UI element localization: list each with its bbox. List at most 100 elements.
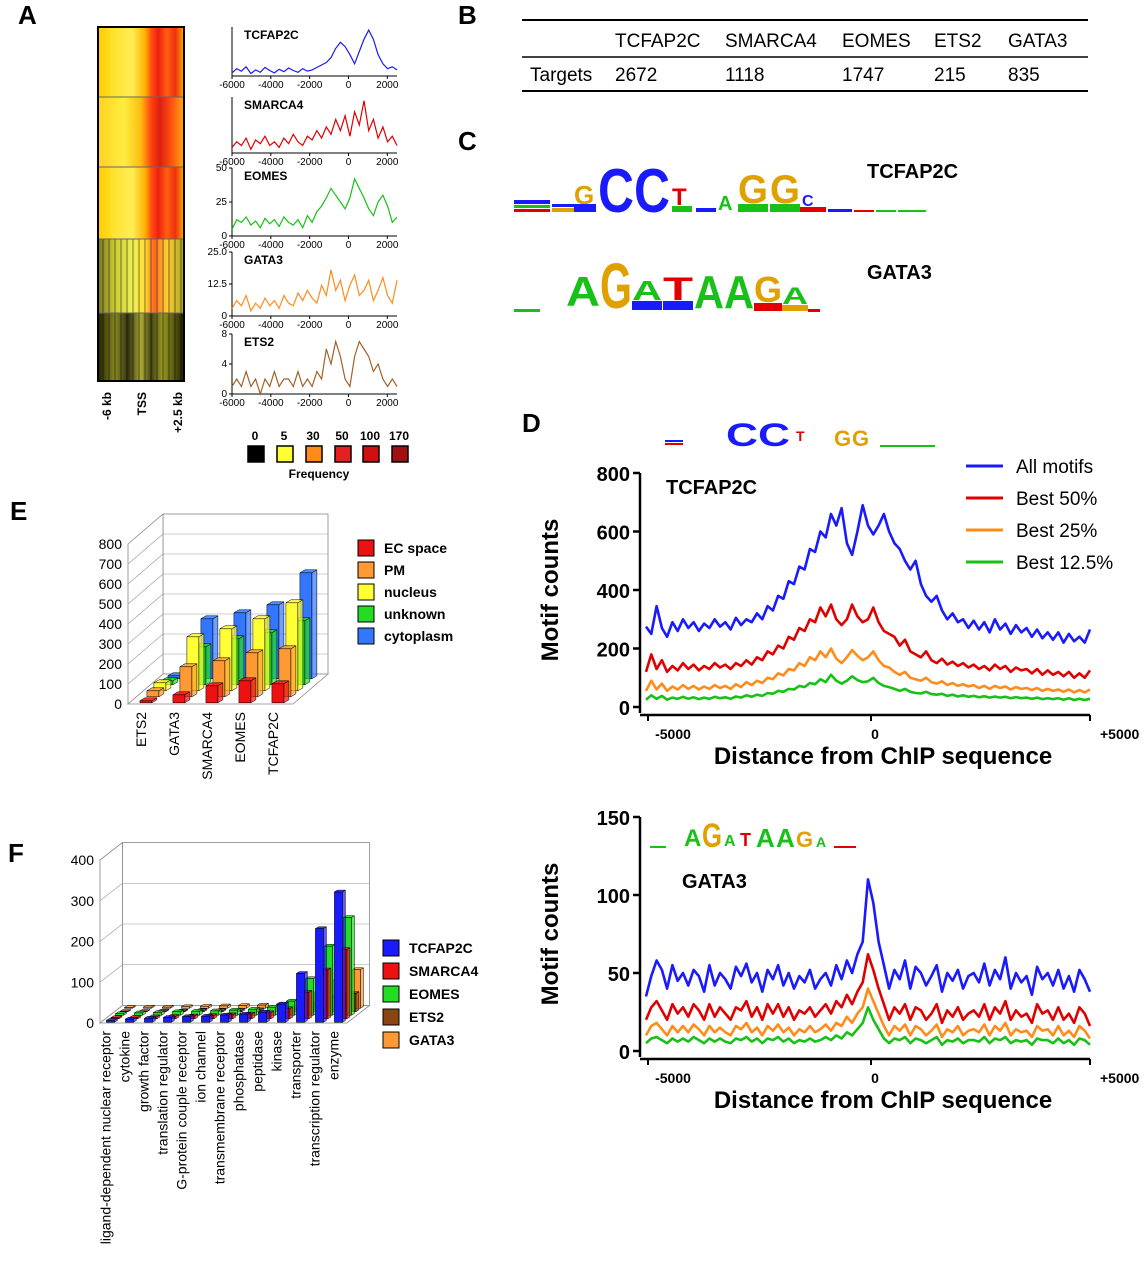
frequency-legend-swatch — [391, 445, 409, 463]
category-label: cytokine — [116, 1031, 132, 1083]
bar-front — [258, 1011, 267, 1023]
bar-top — [276, 1001, 290, 1005]
legend-swatch — [382, 1008, 400, 1026]
category-label: translation regulator — [154, 1031, 170, 1155]
bar-top — [204, 682, 224, 687]
motif-pos — [808, 309, 820, 312]
bar-side — [264, 615, 271, 692]
gridline — [127, 653, 164, 685]
category-label: peptidase — [249, 1031, 265, 1092]
d-legend-label: Best 25% — [1016, 521, 1097, 542]
d-y-tick-label: 600 — [597, 523, 630, 545]
profile-x-tick-label: -2000 — [297, 240, 323, 251]
bar-top — [237, 677, 257, 682]
d-series-line — [645, 1006, 1091, 1047]
bar-side — [191, 663, 198, 698]
profile-x-tick-label: -6000 — [219, 320, 245, 331]
motif-pos — [782, 305, 808, 311]
profile-line-ets2 — [231, 339, 398, 397]
motif-logos: G C C T A G G C TCFAP2C A G A T — [514, 157, 958, 322]
profile-x-tick-label: -4000 — [258, 320, 284, 331]
motif-label-tcfap2c: TCFAP2C — [867, 161, 958, 183]
bar-front — [271, 683, 285, 704]
bar-front — [238, 1005, 247, 1009]
heatmap: -6 kb TSS +2.5 kb — [97, 26, 185, 433]
motif-pos — [876, 210, 896, 212]
d-y-tick-label: 400 — [597, 581, 630, 603]
category-label: SMARCA4 — [199, 712, 215, 780]
profile-x-tick-label: 0 — [346, 157, 352, 168]
bar-top — [228, 1007, 242, 1011]
category-label: transmembrane receptor — [211, 1031, 227, 1185]
motif-pos — [898, 210, 926, 212]
y-tick-label: 400 — [99, 616, 123, 632]
d-x-tick-label: 0 — [871, 726, 879, 742]
d-x-tick-label: -5000 — [655, 726, 691, 742]
bar-top — [277, 645, 297, 650]
frequency-legend: 0 5 30 50 100 170 — [247, 429, 409, 463]
bar-top — [238, 1012, 252, 1015]
bar-side — [198, 633, 205, 692]
motif-letter: A — [632, 275, 662, 306]
d-chart-title: TCFAP2C — [666, 477, 757, 499]
d-y-tick-label: 0 — [619, 1042, 630, 1064]
bar-top — [211, 657, 231, 662]
motif-letter: C — [598, 157, 634, 226]
gridline — [99, 923, 123, 942]
motif-pos — [738, 204, 768, 212]
bar-front — [146, 690, 160, 698]
y-tick-label: 300 — [99, 636, 123, 652]
bar-top — [142, 1005, 156, 1008]
profile-x-tick-label: 2000 — [376, 240, 399, 251]
bar-top — [152, 1010, 166, 1013]
bar-side — [327, 967, 332, 1020]
bar-side — [250, 677, 257, 704]
profile-line-eomes — [231, 177, 398, 230]
legend-label: EOMES — [409, 986, 460, 1002]
motif-pos — [665, 443, 683, 445]
frequency-legend-value: 5 — [281, 429, 288, 443]
y-tick-label: 200 — [99, 656, 123, 672]
bar-front — [182, 1016, 191, 1023]
d-y-tick-label: 50 — [608, 964, 630, 986]
bar-top — [180, 1004, 194, 1007]
category-label: growth factor — [135, 1031, 151, 1112]
profile-x-tick-label: -6000 — [219, 80, 245, 91]
frequency-legend-value: 30 — [306, 429, 320, 443]
bar-side — [304, 971, 308, 1023]
bar-front — [125, 1018, 134, 1023]
motif-letter: A — [724, 266, 754, 318]
d-legend-label: Best 12.5% — [1016, 553, 1113, 574]
heatmap-block-tcfap2c — [98, 27, 184, 97]
motif-letter: G — [600, 250, 632, 322]
profile-y-tick-label: 25 — [216, 197, 228, 208]
bar-top — [232, 609, 252, 614]
d-y-tick-label: 150 — [597, 808, 630, 830]
bar-top — [124, 1016, 138, 1020]
motif-logo-gata3: A G A T A A G A — [514, 250, 820, 322]
category-label: TCFAP2C — [265, 712, 281, 775]
profile-x-tick-label: -6000 — [219, 240, 245, 251]
legend-label: ETS2 — [409, 1009, 444, 1025]
panel-label-f: F — [8, 838, 24, 868]
y-tick-label: 700 — [99, 556, 123, 572]
legend-label: nucleus — [384, 584, 437, 600]
table-header-smarca4: SMARCA4 — [725, 31, 817, 52]
motif-pos — [770, 204, 800, 212]
y-tick-label: 100 — [71, 974, 95, 990]
motif-logo-small-gata3: A G A T A A G A — [650, 817, 856, 855]
profile-x-tick-label: -2000 — [297, 398, 323, 409]
localization-bar-chart: 0 100 200 300 400 500 600 700 800 ETS2 GATA3 SMARCA… — [99, 513, 453, 780]
motif-letter: A — [566, 268, 600, 315]
motif-letter: G — [852, 426, 869, 451]
d-series-line — [644, 503, 1092, 644]
legend-swatch — [357, 539, 375, 557]
bar-side — [205, 643, 212, 686]
profile-line-tcfap2c — [231, 28, 398, 75]
bar-top — [314, 926, 328, 929]
d-x-tick-label: -5000 — [655, 1070, 691, 1086]
legend-label: cytoplasm — [384, 628, 453, 644]
profile-y-tick-label: 25.0 — [208, 247, 228, 258]
gridline — [127, 613, 164, 645]
